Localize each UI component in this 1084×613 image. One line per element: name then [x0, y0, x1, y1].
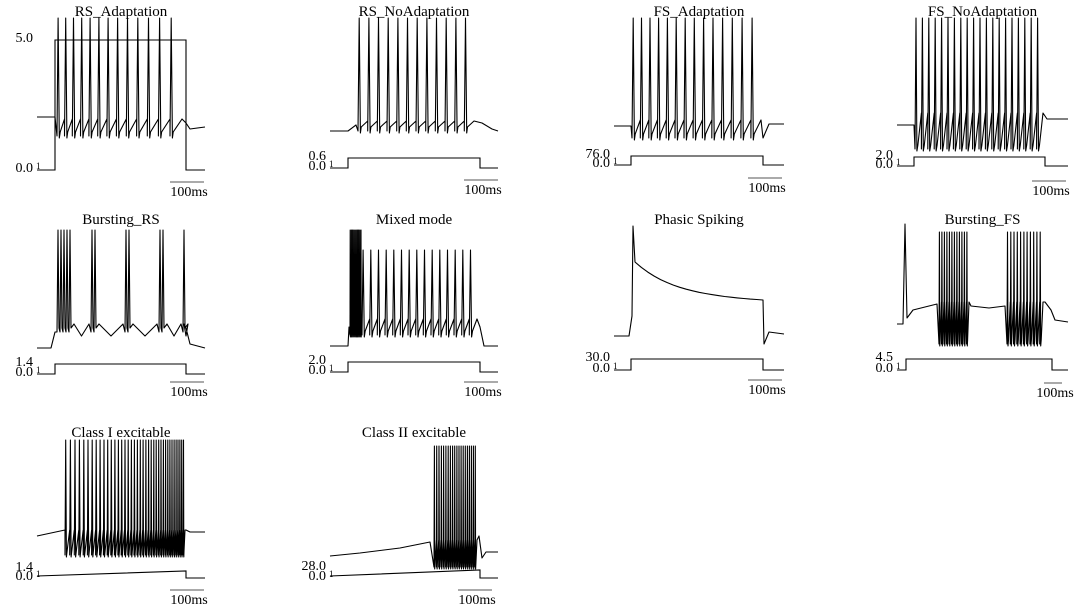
stimulus-baseline-label: 0.0 [16, 569, 34, 584]
stimulus-trace [37, 363, 205, 375]
stimulus-trace [36, 570, 205, 579]
voltage-trace [614, 17, 784, 141]
stimulus-amplitude-label: 30.0 [586, 350, 611, 365]
stimulus-baseline-label: 0.0 [16, 161, 34, 176]
stimulus-trace [897, 156, 1068, 167]
stimulus-scale-mark: 1 [36, 569, 41, 579]
panel-title: Mixed mode [376, 212, 453, 228]
stimulus-amplitude-label: 1.4 [16, 560, 34, 575]
voltage-trace [897, 223, 1069, 347]
stimulus-trace [330, 361, 498, 373]
panel-title: Class II excitable [362, 425, 466, 441]
stimulus-scale-mark: 1 [329, 569, 334, 579]
voltage-trace [897, 17, 1068, 152]
stimulus-baseline-label: 0.0 [593, 361, 611, 376]
stimulus-baseline-label: 0.0 [309, 159, 327, 174]
time-scale-label: 100ms [748, 181, 785, 196]
time-scale-label: 100ms [170, 185, 207, 200]
stimulus-baseline-label: 0.0 [309, 569, 327, 584]
voltage-trace [614, 225, 785, 345]
stimulus-scale-mark: 1 [896, 361, 901, 371]
stimulus-amplitude-label: 4.5 [876, 350, 894, 365]
stimulus-trace [897, 358, 1068, 371]
stimulus-trace [329, 569, 498, 579]
stimulus-amplitude-label: 76.0 [586, 147, 611, 162]
stimulus-amplitude-label: 2.0 [876, 148, 894, 163]
panel-class-ii-excitable: Class II excitable 28.0 0.0 1 100ms [302, 425, 498, 608]
panel-title: Class I excitable [71, 425, 170, 441]
stimulus-baseline-label: 0.0 [876, 157, 894, 172]
stimulus-amplitude-label: 5.0 [16, 31, 34, 46]
time-scale-label: 100ms [1032, 184, 1069, 199]
panel-title: RS_NoAdaptation [359, 4, 470, 20]
panel-title: Bursting_RS [82, 212, 160, 228]
panel-rs-noadaptation: RS_NoAdaptation 0.6 0.0 1 100ms [309, 4, 502, 198]
panel-phasic-spiking: Phasic Spiking 30.0 0.0 1 100ms [586, 212, 786, 398]
stimulus-amplitude-label: 2.0 [309, 353, 327, 368]
voltage-trace [330, 229, 498, 347]
panel-bursting-fs: Bursting_FS 4.5 0.0 1 100ms [876, 212, 1074, 401]
stimulus-scale-mark: 1 [613, 361, 618, 371]
voltage-trace [330, 17, 499, 134]
stimulus-scale-mark: 1 [896, 157, 901, 167]
voltage-trace [36, 439, 205, 558]
stimulus-baseline-label: 0.0 [16, 365, 34, 380]
stimulus-amplitude-label: 1.4 [16, 355, 34, 370]
stimulus-scale-mark: 1 [36, 161, 41, 171]
stimulus-trace [37, 39, 205, 171]
panel-bursting-rs: Bursting_RS 1.4 0.0 1 100ms [16, 212, 208, 400]
time-scale-label: 100ms [170, 593, 207, 608]
panel-title: RS_Adaptation [75, 4, 168, 20]
time-scale-label: 100ms [458, 593, 495, 608]
panel-rs-adaptation: RS_Adaptation 5.0 0.0 1 100ms [16, 4, 208, 200]
panel-title: FS_NoAdaptation [928, 4, 1038, 20]
voltage-trace [329, 445, 498, 570]
voltage-trace [37, 229, 206, 349]
stimulus-scale-mark: 1 [329, 159, 334, 169]
panel-class-i-excitable: Class I excitable 1.4 0.0 1 100ms [16, 425, 208, 608]
time-scale-label: 100ms [748, 383, 785, 398]
stimulus-scale-mark: 1 [329, 363, 334, 373]
stimulus-trace [614, 155, 784, 166]
time-scale-label: 100ms [464, 183, 501, 198]
stimulus-scale-mark: 1 [36, 365, 41, 375]
stimulus-trace [330, 157, 498, 169]
time-scale-label: 100ms [464, 385, 501, 400]
stimulus-scale-mark: 1 [613, 156, 618, 166]
stimulus-baseline-label: 0.0 [309, 363, 327, 378]
panel-title: FS_Adaptation [654, 4, 745, 20]
stimulus-baseline-label: 0.0 [593, 156, 611, 171]
panel-mixed-mode: Mixed mode 2.0 0.0 1 100ms [309, 212, 502, 400]
voltage-trace [37, 17, 206, 139]
stimulus-trace [614, 358, 784, 371]
time-scale-label: 100ms [170, 385, 207, 400]
panel-title: Bursting_FS [945, 212, 1021, 228]
stimulus-amplitude-label: 0.6 [309, 149, 327, 164]
time-scale-label: 100ms [1036, 386, 1073, 401]
stimulus-baseline-label: 0.0 [876, 361, 894, 376]
panel-title: Phasic Spiking [654, 212, 744, 228]
panel-fs-noadaptation: FS_NoAdaptation 2.0 0.0 1 100ms [876, 4, 1070, 199]
stimulus-amplitude-label: 28.0 [302, 559, 327, 574]
panel-fs-adaptation: FS_Adaptation 76.0 0.0 1 100ms [586, 4, 786, 196]
